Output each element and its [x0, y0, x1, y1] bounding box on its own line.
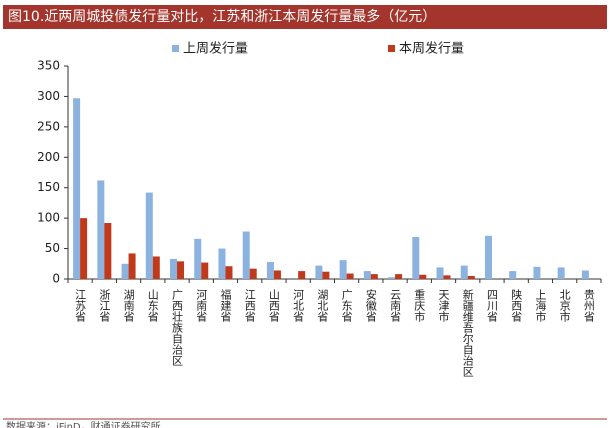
- bar: [249, 268, 257, 279]
- legend-swatch: [172, 45, 179, 52]
- bar: [242, 231, 250, 279]
- legend-label: 上周发行量: [183, 41, 248, 57]
- x-tick-label: 山西省: [267, 289, 280, 323]
- bar: [145, 192, 153, 279]
- bar: [97, 180, 105, 279]
- x-tick-label: 重庆市: [413, 288, 426, 323]
- source-note: 数据来源：iFinD，财通证券研究所: [6, 420, 161, 428]
- bar: [73, 98, 81, 279]
- bar: [315, 265, 323, 279]
- bar: [298, 271, 306, 279]
- y-tick-label: 150: [37, 180, 60, 194]
- bar: [322, 271, 330, 279]
- bar: [225, 266, 233, 279]
- bar: [467, 275, 475, 279]
- x-tick-label: 湖南省: [122, 289, 135, 323]
- bar: [266, 261, 274, 279]
- x-tick-label: 江苏省: [74, 289, 87, 323]
- x-tick-label: 天津市: [437, 289, 450, 323]
- legend-label: 本周发行量: [399, 41, 464, 57]
- x-tick-label: 河南省: [195, 289, 208, 323]
- x-tick-label: 广西壮族自治区: [171, 289, 184, 366]
- bar: [484, 235, 492, 279]
- bar: [370, 274, 378, 279]
- x-tick-label: 上海市: [534, 289, 547, 323]
- y-tick-label: 0: [52, 272, 60, 286]
- bar: [436, 267, 444, 279]
- title-bar: [3, 5, 607, 29]
- x-tick-label: 浙江省: [98, 289, 111, 323]
- x-tick-label: 山东省: [146, 289, 159, 323]
- bar: [363, 271, 371, 279]
- bar: [557, 267, 565, 279]
- x-tick-label: 云南省: [389, 289, 402, 323]
- legend-swatch: [388, 45, 395, 52]
- bar: [218, 248, 226, 279]
- bar: [412, 237, 420, 279]
- x-tick-label: 陕西省: [510, 288, 523, 323]
- x-tick-label: 北京市: [558, 289, 571, 323]
- y-tick-label: 100: [37, 211, 60, 225]
- bar: [339, 260, 347, 279]
- x-tick-label: 江西省: [243, 289, 256, 323]
- y-tick-label: 50: [45, 241, 60, 255]
- bar: [443, 275, 451, 279]
- x-tick-label: 安徽省: [364, 288, 377, 323]
- y-tick-label: 300: [37, 89, 60, 103]
- bar: [273, 270, 281, 279]
- bar: [346, 273, 354, 279]
- bar: [152, 256, 160, 279]
- bar: [581, 270, 589, 279]
- x-tick-label: 福建省: [219, 288, 232, 323]
- x-tick-label: 四川省: [485, 289, 498, 323]
- y-tick-label: 350: [37, 59, 60, 73]
- bar: [533, 266, 541, 279]
- bar: [121, 263, 129, 279]
- bar: [80, 218, 88, 279]
- bar: [201, 262, 209, 279]
- bar: [419, 274, 427, 279]
- bar: [194, 238, 202, 279]
- bar: [128, 253, 136, 279]
- bar: [388, 277, 396, 279]
- bar: [509, 271, 517, 279]
- bar: [104, 223, 112, 279]
- y-tick-label: 250: [37, 119, 60, 133]
- bar: [395, 274, 403, 279]
- x-tick-label: 广东省: [340, 289, 353, 323]
- bar: [460, 265, 468, 279]
- y-tick-label: 200: [37, 150, 60, 164]
- bar: [170, 258, 178, 279]
- x-tick-label: 新疆维吾尔自治区: [461, 288, 474, 377]
- x-tick-label: 湖北省: [316, 289, 329, 323]
- chart-title: 图10.近两周城投债发行量对比，江苏和浙江本周发行量最多（亿元）: [8, 8, 436, 25]
- x-tick-label: 贵州省: [582, 289, 595, 323]
- x-tick-label: 河北省: [292, 289, 305, 323]
- bar: [177, 261, 185, 279]
